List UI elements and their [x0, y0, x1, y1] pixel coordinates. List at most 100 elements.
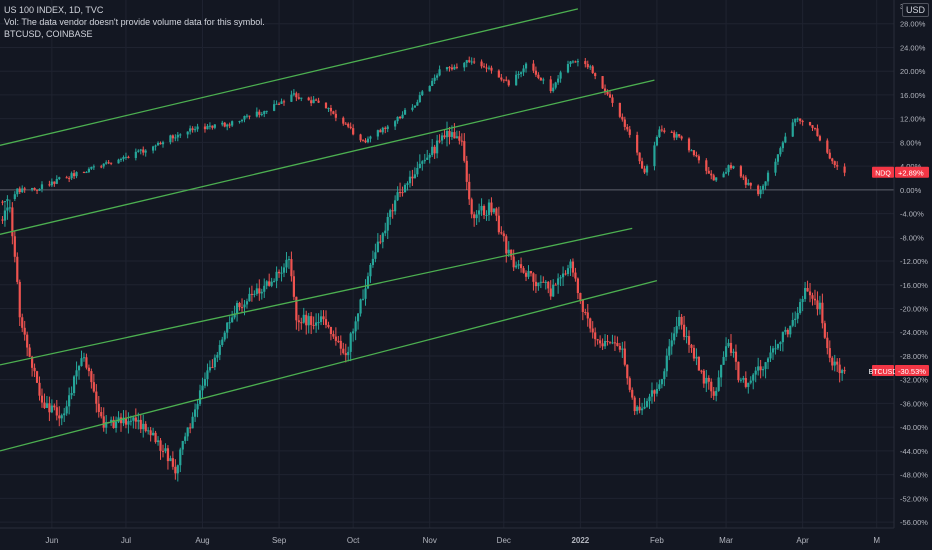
candle-body	[601, 343, 604, 347]
currency-button[interactable]: USD	[902, 3, 930, 17]
candle-body	[808, 291, 812, 296]
candle-body	[282, 101, 286, 103]
candle-body	[712, 175, 715, 181]
candle-body	[554, 82, 557, 88]
candle-body	[712, 391, 715, 396]
candle-body	[823, 323, 826, 338]
candle-body	[801, 120, 804, 123]
candle-body	[211, 125, 214, 128]
candle-body	[601, 76, 604, 89]
candle-body	[690, 344, 693, 348]
candle-body	[542, 79, 545, 81]
candle-body	[478, 210, 481, 215]
candle-body	[833, 361, 836, 366]
candle-body	[329, 107, 333, 112]
candle-body	[203, 126, 207, 130]
y-tick-label: 28.00%	[900, 20, 926, 29]
candle-body	[122, 417, 125, 424]
candle-body	[394, 200, 397, 212]
candle-body	[818, 136, 822, 141]
candle-body	[445, 67, 449, 70]
candle-body	[176, 134, 179, 138]
candle-body	[129, 420, 132, 422]
candle-body	[673, 132, 676, 138]
candle-body	[406, 183, 409, 185]
candle-body	[223, 332, 226, 340]
candle-body	[603, 341, 607, 347]
candle-body	[18, 188, 21, 193]
candle-body	[221, 122, 224, 125]
candle-body	[440, 135, 444, 141]
candle-body	[48, 403, 51, 413]
candle-body	[705, 160, 708, 171]
candle-body	[231, 317, 234, 323]
legend-main-symbol[interactable]: US 100 INDEX, 1D, TVC	[4, 5, 104, 15]
legend-compare-symbol[interactable]: BTCUSD, COINBASE	[4, 29, 93, 39]
series-name-tag[interactable]	[872, 364, 894, 376]
candle-body	[369, 264, 372, 277]
candle-body	[707, 170, 710, 174]
candle-body	[603, 88, 607, 92]
candle-body	[589, 318, 592, 329]
candle-body	[179, 134, 182, 136]
candle-body	[423, 159, 426, 162]
upper-channel-top-trendline[interactable]	[0, 8, 579, 146]
candle-body	[826, 337, 829, 349]
candle-body	[226, 322, 229, 333]
candle-body	[332, 111, 335, 114]
candle-body	[512, 256, 515, 268]
candle-body	[139, 419, 142, 430]
candle-body	[38, 382, 41, 396]
price-scale-bg	[894, 0, 932, 550]
candle-body	[515, 74, 518, 86]
candle-body	[315, 322, 318, 326]
candle-body	[428, 85, 431, 92]
candle-body	[779, 342, 782, 345]
candle-body	[450, 67, 454, 70]
candle-body	[396, 192, 399, 201]
candle-body	[403, 184, 407, 193]
upper-channel-bottom-trendline[interactable]	[0, 79, 655, 235]
candle-body	[359, 134, 362, 141]
candle-body	[50, 181, 53, 186]
candle-body	[576, 61, 579, 63]
candle-body	[759, 366, 762, 371]
candle-body	[653, 390, 656, 394]
candle-body	[339, 340, 342, 349]
candle-body	[13, 194, 16, 200]
candle-body	[290, 259, 293, 277]
candle-body	[258, 288, 261, 294]
candle-body	[364, 288, 367, 299]
candle-body	[831, 158, 834, 162]
candle-body	[828, 152, 831, 159]
candle-body	[161, 450, 165, 452]
candle-body	[559, 277, 562, 279]
candle-body	[260, 114, 263, 116]
series-name-tag[interactable]	[872, 166, 894, 178]
last-value-tag	[895, 166, 929, 178]
candle-body	[401, 114, 404, 119]
candle-body	[611, 342, 614, 344]
candle-body	[381, 233, 384, 243]
candle-body	[436, 75, 439, 78]
candle-body	[682, 324, 686, 337]
lower-channel-top-trendline[interactable]	[0, 227, 633, 366]
candle-body	[85, 357, 88, 368]
candle-body	[542, 281, 545, 283]
candle-body	[270, 281, 273, 286]
candle-body	[82, 172, 86, 174]
candle-body	[280, 272, 283, 274]
candle-body	[485, 67, 488, 69]
candle-body	[191, 416, 194, 429]
y-tick-label: 4.00%	[900, 162, 922, 171]
lower-channel-bottom-trendline[interactable]	[0, 279, 658, 452]
candle-body	[734, 351, 738, 362]
candle-body	[692, 347, 696, 359]
candle-body	[836, 361, 839, 365]
candle-body	[139, 149, 142, 151]
candle-body	[359, 299, 362, 314]
candle-body	[636, 406, 639, 412]
candle-body	[203, 379, 207, 386]
x-tick-label: Oct	[347, 536, 360, 545]
